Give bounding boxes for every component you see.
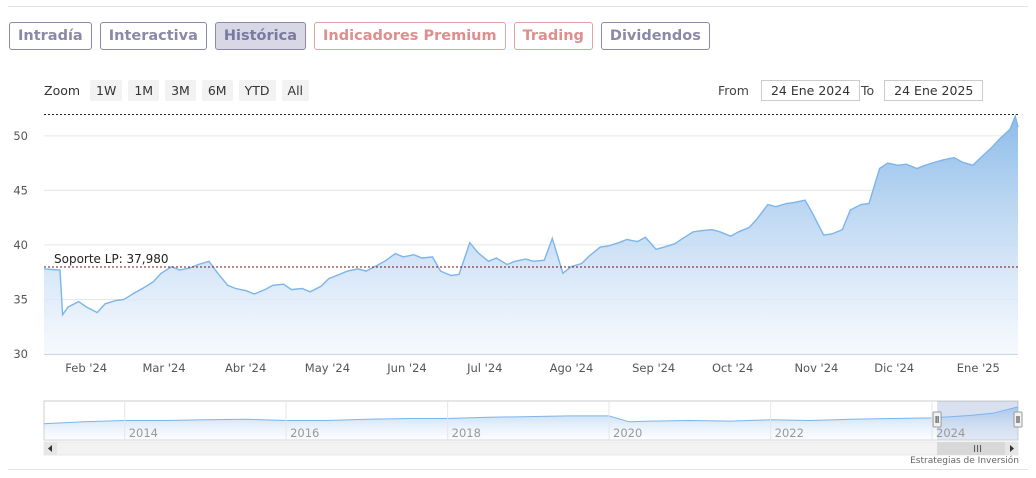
navigator-chart[interactable]: 2014 2016 2018 2020 2022 2024 bbox=[0, 398, 1036, 458]
to-date-input[interactable]: 24 Ene 2025 bbox=[884, 80, 984, 101]
tab-trading[interactable]: Trading bbox=[513, 22, 593, 50]
x-tick-label: Jun '24 bbox=[386, 361, 426, 375]
navigator-tick-label: 2024 bbox=[936, 426, 965, 440]
to-label: To bbox=[861, 83, 875, 98]
zoom-button-1m[interactable]: 1M bbox=[128, 80, 160, 101]
x-tick-label: Nov '24 bbox=[794, 361, 838, 375]
from-date-input[interactable]: 24 Ene 2024 bbox=[760, 80, 861, 101]
chevron-right-icon bbox=[1010, 445, 1014, 452]
navigator-tick-label: 2014 bbox=[129, 426, 158, 440]
y-tick-label: 35 bbox=[13, 292, 28, 306]
x-tick-label: Jul '24 bbox=[466, 361, 502, 375]
x-tick-label: Dic '24 bbox=[874, 361, 914, 375]
zoom-button-3m[interactable]: 3M bbox=[165, 80, 196, 101]
price-area bbox=[44, 116, 1018, 354]
x-tick-label: Feb '24 bbox=[65, 361, 107, 375]
x-tick-label: Mar '24 bbox=[142, 361, 185, 375]
date-range-to: To 24 Ene 2025 bbox=[861, 80, 984, 101]
zoom-button-all[interactable]: All bbox=[281, 80, 310, 101]
tab-dividendos[interactable]: Dividendos bbox=[600, 22, 710, 50]
y-tick-label: 45 bbox=[13, 183, 28, 197]
x-tick-label: Sep '24 bbox=[632, 361, 675, 375]
zoom-button-ytd[interactable]: YTD bbox=[238, 80, 276, 101]
resistance-label: Resistencia LP: 51,950 bbox=[54, 112, 190, 114]
price-chart[interactable]: 30 35 40 45 50 Resistencia LP: 51,950 Soporte … bbox=[0, 112, 1036, 384]
zoom-button-1w[interactable]: 1W bbox=[90, 80, 123, 101]
y-tick-label: 30 bbox=[13, 347, 28, 361]
chart-credit: Estrategias de Inversión bbox=[910, 456, 1019, 466]
zoom-button-6m[interactable]: 6M bbox=[201, 80, 233, 101]
tab-interactiva[interactable]: Interactiva bbox=[99, 22, 207, 50]
tab-indicadores-premium[interactable]: Indicadores Premium bbox=[314, 22, 506, 50]
support-label: Soporte LP: 37,980 bbox=[54, 252, 169, 266]
bottom-divider bbox=[8, 469, 1028, 470]
x-tick-label: Ago '24 bbox=[550, 361, 594, 375]
navigator-tick-label: 2016 bbox=[290, 426, 319, 440]
tab-historica[interactable]: Histórica bbox=[214, 22, 307, 50]
y-tick-label: 40 bbox=[13, 238, 28, 252]
x-tick-label: Ene '25 bbox=[957, 361, 1000, 375]
date-range-from: From 24 Ene 2024 bbox=[718, 80, 861, 101]
x-tick-label: May '24 bbox=[305, 361, 350, 375]
navigator-left-handle[interactable] bbox=[932, 411, 942, 428]
zoom-selector: Zoom 1W 1M 3M 6M YTD All bbox=[44, 80, 315, 101]
x-tick-label: Oct '24 bbox=[712, 361, 753, 375]
navigator-tick-label: 2022 bbox=[775, 426, 804, 440]
navigator-tick-label: 2018 bbox=[452, 426, 481, 440]
top-divider bbox=[8, 6, 1028, 7]
zoom-label: Zoom bbox=[44, 83, 81, 98]
chart-type-tabs: Intradía Interactiva Histórica Indicador… bbox=[9, 22, 718, 50]
price-line bbox=[43, 113, 1019, 317]
scrollbar-track[interactable] bbox=[43, 441, 1019, 456]
from-label: From bbox=[718, 83, 749, 98]
navigator-line bbox=[43, 406, 1019, 425]
navigator-right-handle[interactable] bbox=[1013, 411, 1023, 428]
tab-intradia[interactable]: Intradía bbox=[9, 22, 92, 50]
chevron-left-icon bbox=[48, 445, 52, 452]
y-tick-label: 50 bbox=[13, 129, 28, 143]
navigator-area bbox=[44, 406, 1018, 440]
x-tick-label: Abr '24 bbox=[225, 361, 266, 375]
navigator-tick-label: 2020 bbox=[613, 426, 642, 440]
